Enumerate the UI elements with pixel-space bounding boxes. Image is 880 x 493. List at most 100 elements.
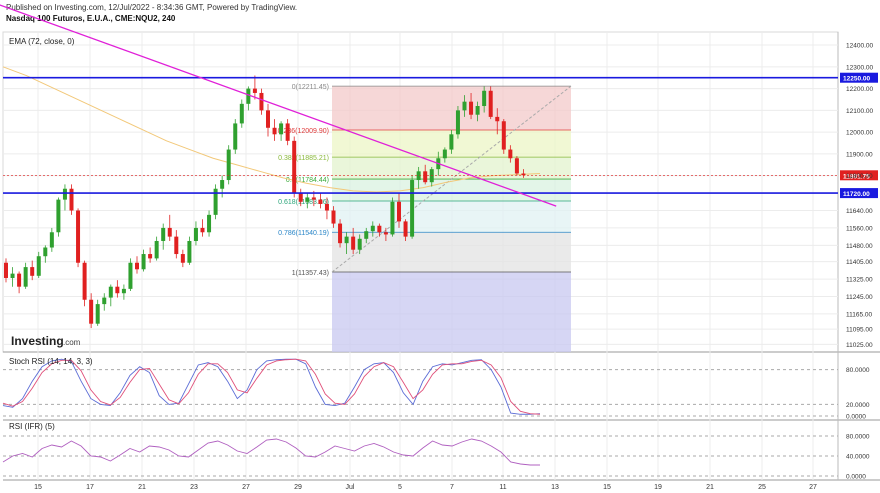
oscillator-tick-label: 0.0000 [846,474,866,481]
candle-body [508,149,513,159]
oscillator-tick-label: 80.0000 [846,367,870,374]
price-tick-label: 12200.00 [846,86,873,93]
price-tick-label: 11800.00 [846,173,873,180]
candle-body [121,288,126,294]
ema-series [2,66,541,193]
candle-body [148,254,153,259]
candle-body [416,171,421,181]
candle [469,92,474,120]
candle [318,193,323,209]
candle-body [423,171,428,183]
candle [23,262,28,289]
candle-body [207,214,212,233]
candle [338,219,343,248]
candle-body [82,262,87,300]
candle [442,147,447,163]
fib-zone [332,179,571,201]
candle [187,236,192,265]
candle [108,284,113,307]
candle-body [4,262,8,278]
candle [449,129,454,154]
candle-body [10,273,15,278]
x-tick-label: 25 [758,484,766,491]
candle [488,86,493,120]
candle [102,293,107,311]
candle [141,249,146,272]
candle [43,245,48,263]
candle-body [220,180,225,189]
candle [370,221,375,237]
candle [351,227,356,255]
candle-body [397,201,401,222]
candle-body [390,201,395,235]
candle-body [410,180,415,237]
candle [462,95,467,117]
candle-body [429,169,434,183]
x-tick-label: 15 [34,484,42,491]
oscillator-tick-label: 40.0000 [846,454,870,461]
price-tick-label: 11480.00 [846,243,873,250]
horizontal-lines: 12250.00 11720.00 11801.75 [3,72,878,199]
candle-body [331,210,336,224]
candle [174,230,179,259]
fib-level-label: 0(12211.45) [292,84,329,91]
time-axis: 15 17 21 23 27 29 Jul 5 7 11 13 15 19 21 25 27 [34,484,817,491]
candle-body [187,240,192,263]
x-tick-label: 15 [603,484,611,491]
fib-level-label: 0.618(11683.66) [278,199,329,206]
candle [56,197,61,237]
fib-zone [332,232,571,273]
candle-body [252,88,257,93]
fib-zone [332,200,571,233]
candle-body [298,193,303,202]
candle-body [49,232,54,248]
fib-zone [332,272,571,352]
candle [298,188,303,207]
candle-body [128,262,133,289]
ema-legend: EMA (72, close, 0) [9,37,75,46]
candle-body [292,140,297,194]
price-tick-label: 12400.00 [846,43,873,50]
candle [305,193,310,209]
candle [390,197,395,237]
candle-body [364,231,369,239]
rsi-line [2,438,540,466]
price-tag [840,188,878,199]
price-tick-label: 11405.00 [846,259,873,266]
candle-body [377,225,382,233]
candle-body [370,225,375,232]
candle-body [475,106,480,115]
candle [252,75,257,100]
candle [89,293,94,329]
candle [508,145,513,163]
candle-body [135,262,139,270]
price-tag-label: 12250.00 [843,76,870,83]
candle-body [272,127,277,135]
candle [135,256,139,274]
candle [410,175,415,239]
price-tick-label: 12300.00 [846,64,873,71]
price-tick-label: 11245.00 [846,294,873,301]
fibonacci-retracement: 0(12211.45) 0.236(12009.90) 0.382(11885.21… [278,84,572,352]
oscillator-tick-label: 80.0000 [846,434,870,441]
candle-body [43,247,48,257]
price-tag [840,72,878,83]
candle-body [62,188,67,200]
ema-line [2,66,541,193]
candle-body [233,123,238,150]
candle [482,86,487,113]
logo-suffix: .com [63,338,81,347]
candle [266,103,270,137]
price-tick-label: 11095.00 [846,327,873,334]
candle [36,251,41,278]
price-tick-label: 11325.00 [846,277,873,284]
candle-body [455,110,460,135]
candle [226,145,231,185]
x-tick-label: 11 [499,484,506,491]
candle [167,214,172,241]
candle-body [193,227,198,241]
x-tick-label: 13 [551,484,559,491]
candle-body [246,88,251,104]
candle-body [154,240,159,259]
stoch-d-line [2,358,541,415]
